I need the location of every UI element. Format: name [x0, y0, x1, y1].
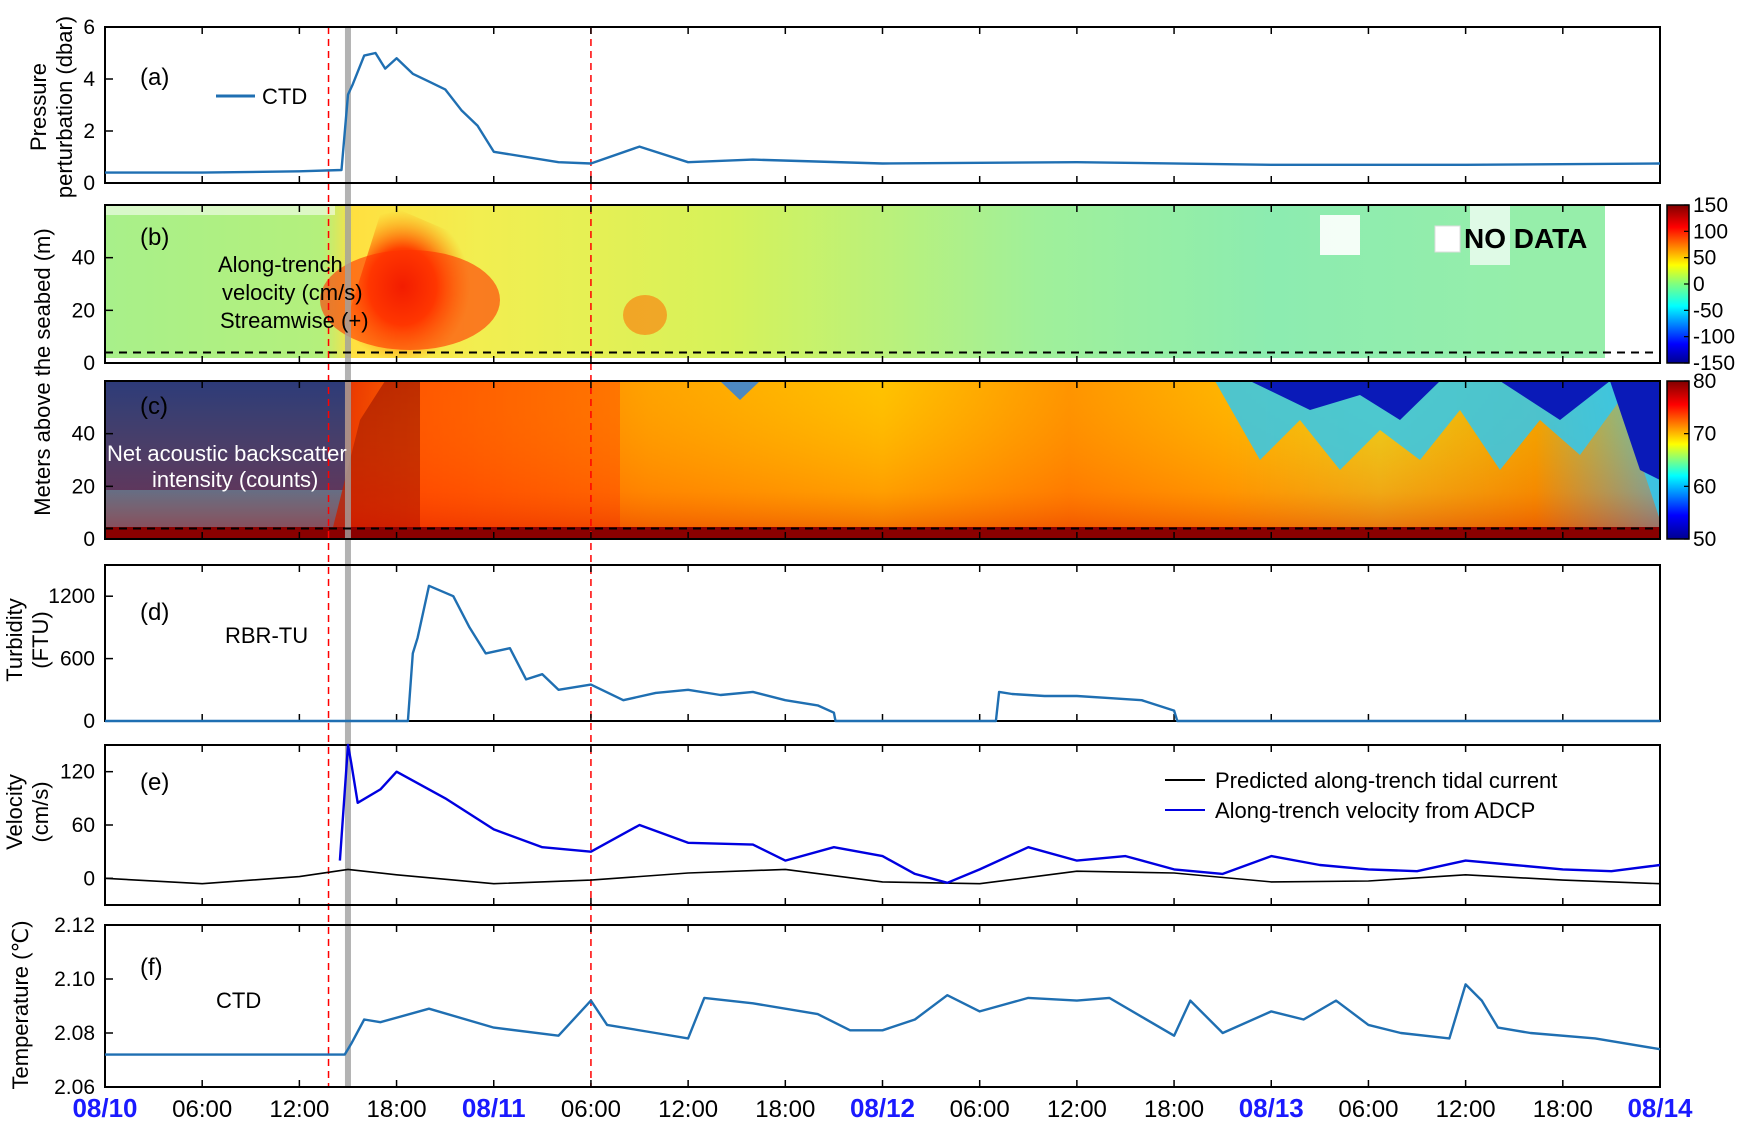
ytick-label-0-3: 6 — [83, 16, 95, 39]
ylabel-bc: Meters above the seabed (m) — [30, 228, 55, 515]
panel-frame-0 — [104, 26, 1661, 184]
colorbar-c — [1666, 380, 1690, 540]
ytick-label-1-2: 40 — [72, 247, 95, 270]
annotation-b-line1: Along-trench — [218, 252, 343, 277]
ytick-label-2-1: 20 — [72, 475, 95, 498]
legend-label-adcp: Along-trench velocity from ADCP — [1215, 798, 1535, 823]
ylabel-d-line1: Turbidity — [2, 598, 27, 682]
ytick-label-4-1: 60 — [72, 814, 95, 837]
cb-tick-label-1-1: 100 — [1693, 220, 1728, 243]
panel-label-a: (a) — [140, 64, 169, 91]
ylabel-e-line1: Velocity — [2, 774, 27, 850]
ytick-label-1-0: 0 — [83, 352, 95, 375]
ytick-label-4-2: 120 — [60, 761, 95, 784]
nodata-swatch — [1434, 225, 1461, 253]
cb-tick-label-2-2: 60 — [1693, 475, 1716, 498]
xtick-label-0: 08/10 — [72, 1093, 137, 1123]
velocity-heatmap — [105, 205, 1660, 363]
cb-tick-label-1-4: -50 — [1693, 299, 1723, 322]
legend-label-tidal: Predicted along-trench tidal current — [1215, 768, 1557, 793]
xtick-label-12: 08/13 — [1239, 1093, 1304, 1123]
xtick-label-1: 06:00 — [172, 1096, 232, 1123]
xtick-label-2: 12:00 — [269, 1096, 329, 1123]
annotation-b-line3: Streamwise (+) — [220, 308, 369, 333]
ytick-label-5-3: 2.12 — [54, 914, 95, 937]
ylabel-d-line2: (FTU) — [28, 611, 53, 668]
ylabel-a-line2: perturbation (dbar) — [52, 16, 77, 198]
series-4-0 — [104, 868, 1661, 885]
ytick-label-5-1: 2.08 — [54, 1022, 95, 1045]
nodata-label: NO DATA — [1464, 223, 1587, 254]
cb-tick-label-1-2: 50 — [1693, 247, 1716, 270]
ytick-label-3-0: 0 — [83, 710, 95, 733]
panels: 02460204002040060012000601202.062.082.10… — [48, 16, 1661, 1099]
cb-tick-label-2-1: 70 — [1693, 423, 1716, 446]
xtick-label-8: 08/12 — [850, 1093, 915, 1123]
xtick-label-15: 18:00 — [1533, 1096, 1593, 1123]
panel-label-f: (f) — [140, 954, 163, 981]
ytick-label-4-0: 0 — [83, 867, 95, 890]
legend-label-ctd-a: CTD — [262, 84, 307, 109]
panel-frame-5 — [104, 924, 1661, 1088]
ytick-label-3-1: 600 — [60, 648, 95, 671]
series-4-1 — [338, 743, 1661, 884]
xtick-label-11: 18:00 — [1144, 1096, 1204, 1123]
cb-tick-label-1-5: -100 — [1693, 326, 1735, 349]
ytick-label-5-0: 2.06 — [54, 1076, 95, 1099]
series-5-0 — [105, 983, 1661, 1056]
onset-gray-band — [344, 27, 351, 1087]
cb-tick-label-1-3: 0 — [1693, 273, 1705, 296]
panel-label-e: (e) — [140, 769, 169, 796]
x-axis: 08/10 06:00 12:00 18:00 08/11 06:00 12:00 18:00… — [72, 1093, 1693, 1123]
ylabel-e-line2: (cm/s) — [28, 781, 53, 842]
ylabel-f: Temperature (℃) — [8, 921, 33, 1090]
legend-label-ctd-f: CTD — [216, 988, 261, 1013]
ytick-label-1-1: 20 — [72, 299, 95, 322]
ytick-label-2-2: 40 — [72, 423, 95, 446]
xtick-label-6: 12:00 — [658, 1096, 718, 1123]
reference-lines — [327, 27, 592, 1087]
xtick-label-7: 18:00 — [755, 1096, 815, 1123]
xtick-label-9: 06:00 — [950, 1096, 1010, 1123]
xtick-label-3: 18:00 — [367, 1096, 427, 1123]
xtick-label-5: 06:00 — [561, 1096, 621, 1123]
ytick-label-2-0: 0 — [83, 528, 95, 551]
xtick-label-16: 08/14 — [1627, 1093, 1693, 1123]
cb-tick-label-1-6: -150 — [1693, 352, 1735, 375]
ytick-label-3-2: 1200 — [48, 585, 95, 608]
cb-tick-label-1-0: 150 — [1693, 194, 1728, 217]
series-0-0 — [105, 51, 1661, 174]
cb-tick-label-2-0: 80 — [1693, 370, 1716, 393]
panel-label-c: (c) — [140, 393, 168, 420]
annotation-b-line2: velocity (cm/s) — [222, 280, 363, 305]
annotation-c-line2: intensity (counts) — [152, 467, 318, 492]
xtick-label-14: 12:00 — [1436, 1096, 1496, 1123]
ytick-label-0-0: 0 — [83, 172, 95, 195]
series-3-0 — [105, 584, 1660, 723]
ytick-label-0-1: 2 — [83, 120, 95, 143]
panel-label-b: (b) — [140, 224, 169, 251]
cb-tick-label-2-3: 50 — [1693, 528, 1716, 551]
legend-label-rbr: RBR-TU — [225, 623, 308, 648]
ytick-label-0-2: 4 — [83, 68, 95, 91]
panel-label-d: (d) — [140, 599, 169, 626]
annotation-c-line1: Net acoustic backscatter — [107, 441, 347, 466]
panel-frame-3 — [104, 564, 1661, 722]
ylabel-a-line1: Pressure — [26, 63, 51, 151]
xtick-label-13: 06:00 — [1338, 1096, 1398, 1123]
xtick-label-4: 08/11 — [462, 1093, 526, 1123]
ytick-label-5-2: 2.10 — [54, 968, 95, 991]
xtick-label-10: 12:00 — [1047, 1096, 1107, 1123]
